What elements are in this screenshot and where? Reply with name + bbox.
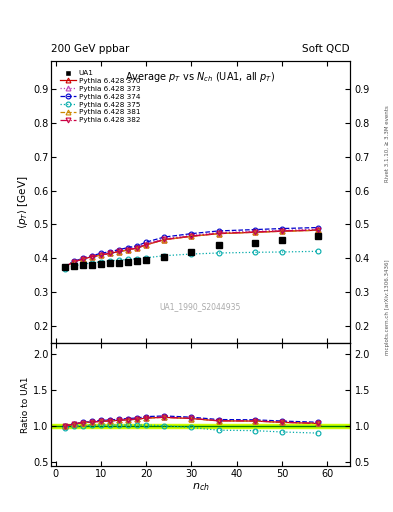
Y-axis label: Ratio to UA1: Ratio to UA1 xyxy=(21,376,30,433)
Text: mcplots.cern.ch [arXiv:1306.3436]: mcplots.cern.ch [arXiv:1306.3436] xyxy=(385,260,390,355)
Y-axis label: $\langle p_T \rangle$ [GeV]: $\langle p_T \rangle$ [GeV] xyxy=(16,176,30,229)
Text: Average $p_T$ vs $N_{ch}$ (UA1, all $p_T$): Average $p_T$ vs $N_{ch}$ (UA1, all $p_T… xyxy=(125,70,275,84)
X-axis label: $n_{ch}$: $n_{ch}$ xyxy=(191,481,209,493)
Bar xyxy=(51,424,350,429)
Text: 200 GeV ppbar: 200 GeV ppbar xyxy=(51,44,129,54)
Text: Soft QCD: Soft QCD xyxy=(302,44,350,54)
Legend: UA1, Pythia 6.428 370, Pythia 6.428 373, Pythia 6.428 374, Pythia 6.428 375, Pyt: UA1, Pythia 6.428 370, Pythia 6.428 373,… xyxy=(58,68,142,125)
Text: UA1_1990_S2044935: UA1_1990_S2044935 xyxy=(160,302,241,311)
Text: Rivet 3.1.10, ≥ 3.3M events: Rivet 3.1.10, ≥ 3.3M events xyxy=(385,105,390,182)
